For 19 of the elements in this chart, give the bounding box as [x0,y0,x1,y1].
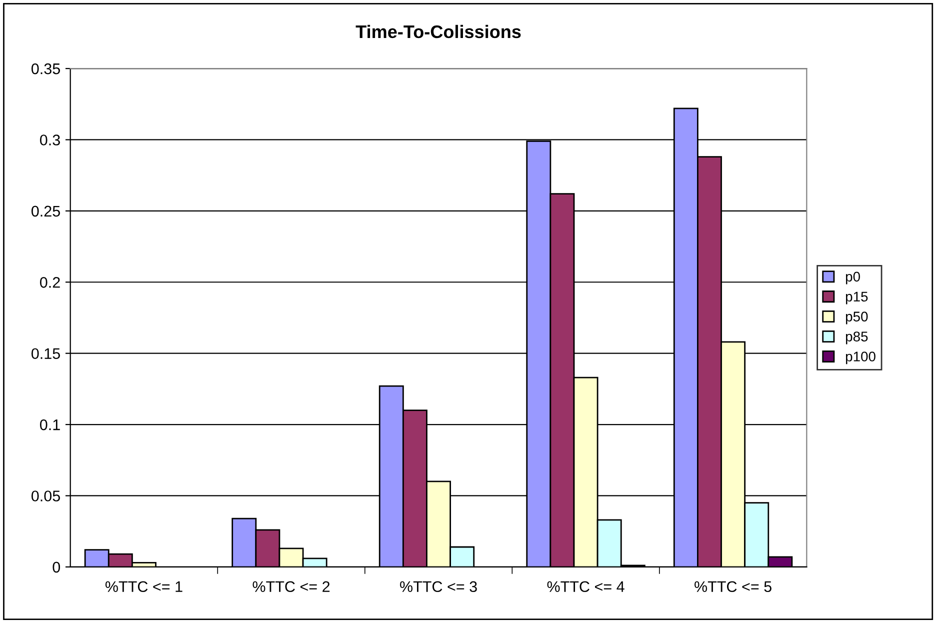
chart-title: Time-To-Colissions [356,24,521,38]
x-tick-label: %TTC <= 1 [105,581,182,592]
legend-label: p50 [846,312,868,324]
y-tick-label: 0.05 [31,490,60,502]
y-tick-label: 0.3 [40,134,60,146]
y-tick-label: 0.35 [31,63,60,74]
y-tick-label: 0.1 [40,419,60,430]
x-tick-label: %TTC <= 5 [694,581,772,592]
legend-label: p85 [846,332,868,344]
y-tick-label: 0.2 [40,277,60,288]
y-tick-label: 0.25 [31,206,60,217]
legend-label: p15 [846,292,868,304]
legend-label: p0 [846,272,860,284]
x-tick-label: %TTC <= 4 [547,581,624,592]
y-tick-label: 0.15 [31,348,60,360]
x-tick-label: %TTC <= 3 [400,581,477,592]
legend-label: p100 [846,352,876,364]
x-tick-label: %TTC <= 2 [252,581,330,592]
y-tick-label: 0 [52,562,60,573]
